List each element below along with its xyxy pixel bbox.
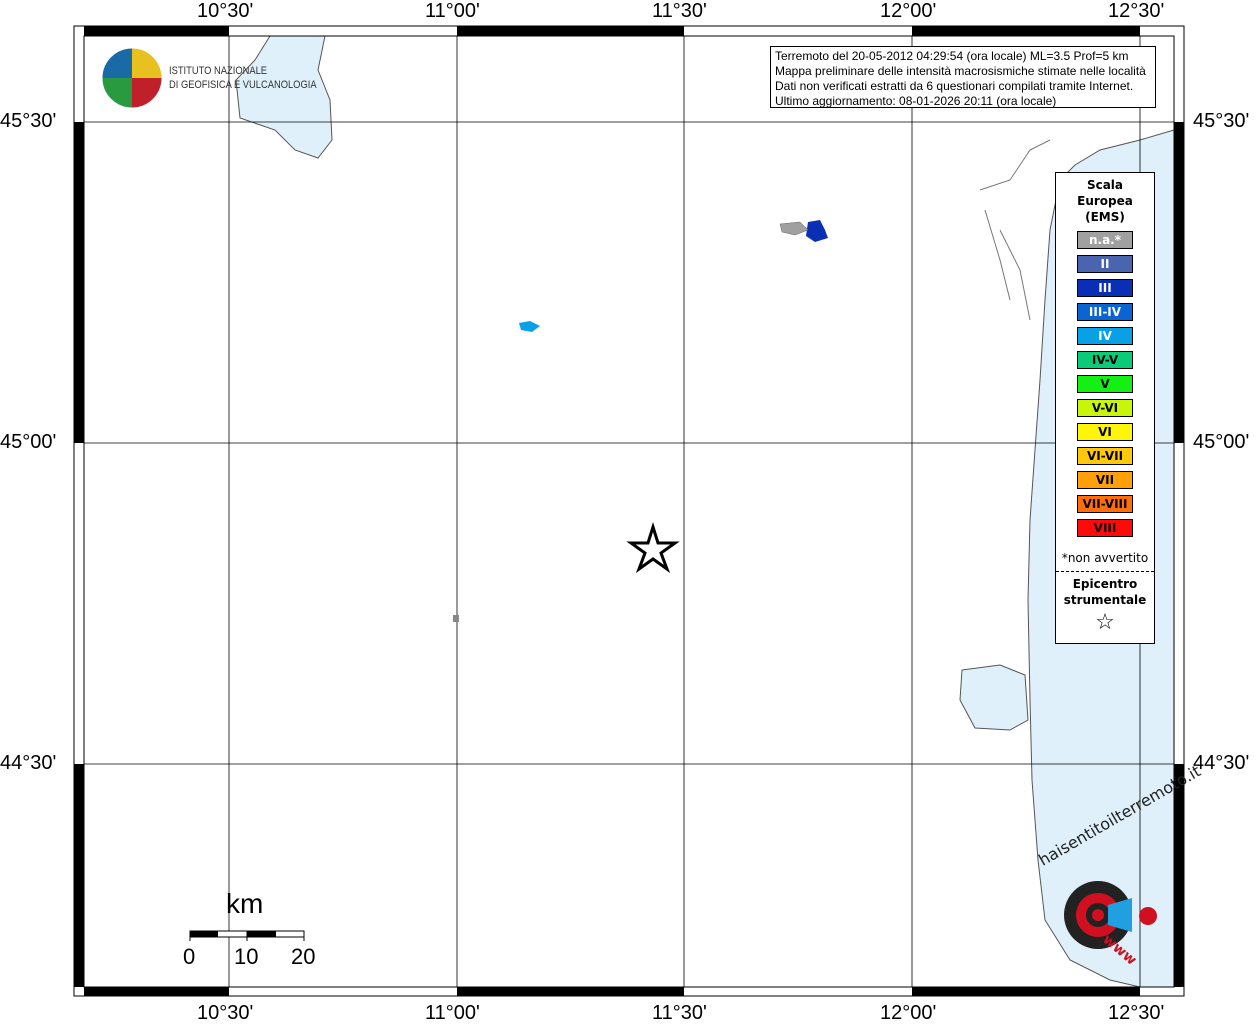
legend-swatch-v-vi: V-VI: [1077, 399, 1133, 417]
ingv-logo: [101, 47, 163, 109]
last-update: Ultimo aggiornamento: 08-01-2026 20:11 (…: [775, 94, 1057, 108]
lat-label-left: 44°30': [0, 752, 57, 774]
lon-label-top: 12°00': [880, 0, 937, 22]
lon-label-bottom: 12°30': [1108, 1002, 1165, 1024]
ingv-line1: ISTITUTO NAZIONALE: [169, 65, 268, 77]
lake-garda: [235, 35, 333, 159]
scale-tick: 20: [291, 944, 316, 969]
graticule: [84, 36, 1174, 987]
lon-label-bottom: 11°00': [425, 1002, 480, 1024]
scale-unit: km: [226, 888, 264, 919]
legend-swatch-iv: IV: [1077, 327, 1133, 345]
legend-swatch-iii-iv: III-IV: [1077, 303, 1133, 321]
epicenter-star-icon: [626, 521, 680, 574]
map-description: Mappa preliminare delle intensità macros…: [775, 64, 1146, 78]
locality-intensity-III: [806, 220, 828, 242]
ems-legend: Scala Europea (EMS) n.a.* II III III-IV IV IV…: [1055, 172, 1155, 644]
legend-swatch-vi-vii: VI-VII: [1077, 447, 1133, 465]
legend-title: (EMS): [1085, 210, 1125, 224]
scale-tick: 10: [234, 944, 259, 969]
lat-label-right: 45°30': [1193, 110, 1250, 132]
lon-label-bottom: 12°00': [880, 1002, 937, 1024]
lat-label-left: 45°30': [0, 110, 57, 132]
lon-label-top: 11°00': [425, 0, 480, 22]
legend-swatch-viii: VIII: [1077, 519, 1133, 537]
ingv-line2: DI GEOFISICA E VULCANOLOGIA: [169, 79, 317, 91]
legend-swatch-iv-v: IV-V: [1077, 351, 1133, 369]
locality-intensity-IV: [519, 321, 540, 332]
locality-na-small: [453, 615, 459, 622]
legend-swatch-iii: III: [1077, 279, 1133, 297]
epicenter-label: strumentale: [1063, 593, 1147, 607]
lon-label-top: 12°30': [1108, 0, 1165, 22]
epicenter-legend-star-icon: ☆: [1095, 610, 1115, 635]
legend-swatch-vi: VI: [1077, 423, 1133, 441]
lon-label-top: 10°30': [197, 0, 254, 22]
scale-bar: [189, 930, 305, 941]
legend-swatch-vii-viii: VII-VIII: [1077, 495, 1133, 513]
legend-title: Europea: [1077, 194, 1133, 208]
locality-na: [779, 221, 809, 236]
legend-title: Scala: [1086, 178, 1124, 192]
lat-label-right: 44°30': [1193, 752, 1250, 774]
lat-label-left: 45°00': [0, 431, 57, 453]
legend-swatch-v: V: [1077, 375, 1133, 393]
map-frame: [73, 25, 1185, 997]
lagoon: [959, 664, 1029, 731]
legend-swatch-vii: VII: [1077, 471, 1133, 489]
legend-divider: [1056, 571, 1154, 572]
lon-label-bottom: 11°30': [652, 1002, 707, 1024]
lon-label-bottom: 10°30': [197, 1002, 254, 1024]
lon-label-top: 11°30': [652, 0, 707, 22]
event-title: Terremoto del 20-05-2012 04:29:54 (ora l…: [775, 49, 1129, 63]
lat-label-right: 45°00': [1193, 431, 1250, 453]
hsit-logo: [1064, 881, 1157, 949]
legend-note: *non avvertito: [1061, 551, 1149, 565]
scale-tick: 0: [183, 944, 196, 969]
epicenter-label: Epicentro: [1072, 577, 1138, 591]
event-info-box: Terremoto del 20-05-2012 04:29:54 (ora l…: [770, 46, 1156, 108]
ingv-logo-text: ISTITUTO NAZIONALE DI GEOFISICA E VULCAN…: [169, 64, 317, 92]
legend-swatch-ii: II: [1077, 255, 1133, 273]
data-note: Dati non verificati estratti da 6 questi…: [775, 79, 1134, 93]
lagoon-north: [979, 139, 1051, 321]
legend-swatch-n-a-: n.a.*: [1077, 231, 1133, 249]
